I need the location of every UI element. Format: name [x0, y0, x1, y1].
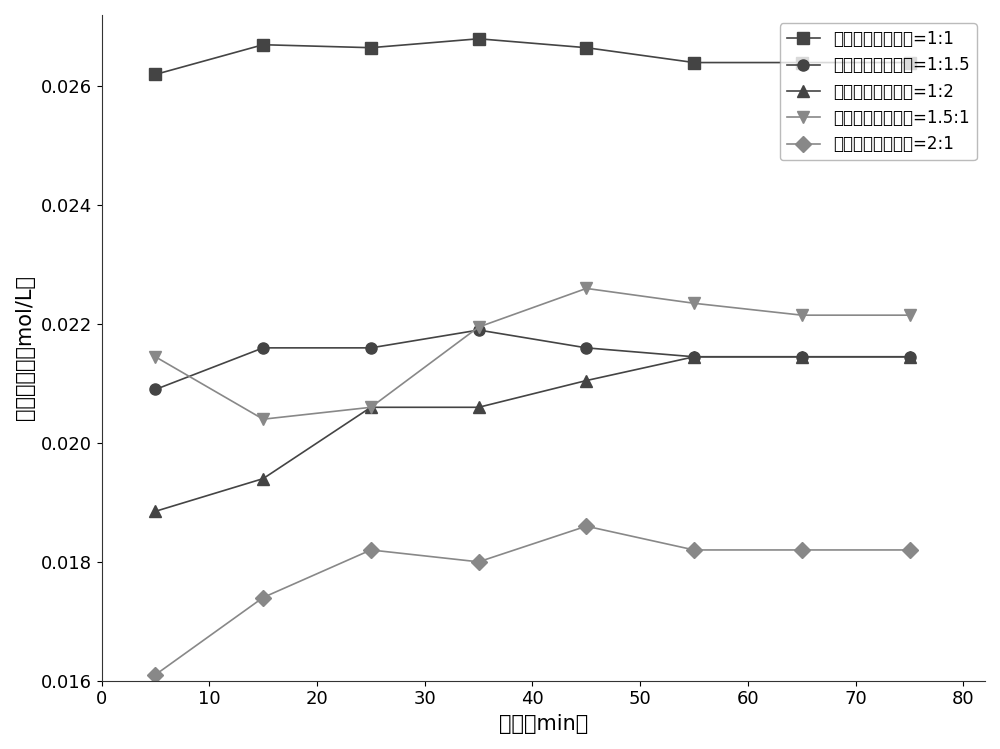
多功能剂：引发剂=1:1.5: [796, 352, 808, 361]
多功能剂：引发剂=2:1: [149, 670, 161, 679]
多功能剂：引发剂=1:1: [473, 34, 485, 43]
多功能剂：引发剂=1:1.5: [473, 326, 485, 335]
多功能剂：引发剂=1:1: [365, 43, 377, 52]
多功能剂：引发剂=1:2: [365, 403, 377, 412]
多功能剂：引发剂=1.5:1: [688, 299, 700, 308]
多功能剂：引发剂=2:1: [365, 545, 377, 554]
多功能剂：引发剂=2:1: [473, 557, 485, 566]
多功能剂：引发剂=1.5:1: [580, 284, 592, 293]
多功能剂：引发剂=1:1: [257, 40, 269, 49]
多功能剂：引发剂=2:1: [688, 545, 700, 554]
多功能剂：引发剂=1:2: [580, 376, 592, 385]
多功能剂：引发剂=1:1.5: [365, 343, 377, 352]
多功能剂：引发剂=1.5:1: [473, 323, 485, 332]
多功能剂：引发剂=1.5:1: [904, 311, 916, 320]
多功能剂：引发剂=1:1.5: [580, 343, 592, 352]
多功能剂：引发剂=2:1: [904, 545, 916, 554]
多功能剂：引发剂=2:1: [796, 545, 808, 554]
多功能剂：引发剂=1:1.5: [904, 352, 916, 361]
多功能剂：引发剂=1:2: [257, 474, 269, 483]
X-axis label: 时间（min）: 时间（min）: [499, 714, 588, 734]
多功能剂：引发剂=1:1.5: [257, 343, 269, 352]
多功能剂：引发剂=1:2: [688, 352, 700, 361]
多功能剂：引发剂=1.5:1: [149, 352, 161, 361]
多功能剂：引发剂=1.5:1: [796, 311, 808, 320]
Legend: 多功能剂：引发剂=1:1, 多功能剂：引发剂=1:1.5, 多功能剂：引发剂=1:2, 多功能剂：引发剂=1.5:1, 多功能剂：引发剂=2:1: 多功能剂：引发剂=1:1, 多功能剂：引发剂=1:1.5, 多功能剂：引发剂=1…: [780, 23, 977, 160]
多功能剂：引发剂=1:2: [473, 403, 485, 412]
多功能剂：引发剂=1.5:1: [365, 403, 377, 412]
多功能剂：引发剂=1.5:1: [257, 415, 269, 424]
Line: 多功能剂：引发剂=1.5:1: 多功能剂：引发剂=1.5:1: [150, 283, 915, 425]
多功能剂：引发剂=1:2: [904, 352, 916, 361]
Y-axis label: 氢离子浓度（mol/L）: 氢离子浓度（mol/L）: [15, 276, 35, 420]
Line: 多功能剂：引发剂=2:1: 多功能剂：引发剂=2:1: [150, 521, 915, 680]
多功能剂：引发剂=1:2: [149, 507, 161, 516]
多功能剂：引发剂=2:1: [580, 522, 592, 531]
多功能剂：引发剂=1:1: [149, 70, 161, 79]
多功能剂：引发剂=2:1: [257, 593, 269, 602]
多功能剂：引发剂=1:2: [796, 352, 808, 361]
多功能剂：引发剂=1:1: [904, 58, 916, 67]
多功能剂：引发剂=1:1: [688, 58, 700, 67]
Line: 多功能剂：引发剂=1:2: 多功能剂：引发剂=1:2: [150, 351, 915, 517]
Line: 多功能剂：引发剂=1:1.5: 多功能剂：引发剂=1:1.5: [150, 324, 915, 395]
多功能剂：引发剂=1:1: [580, 43, 592, 52]
多功能剂：引发剂=1:1.5: [149, 385, 161, 394]
Line: 多功能剂：引发剂=1:1: 多功能剂：引发剂=1:1: [150, 33, 915, 80]
多功能剂：引发剂=1:1: [796, 58, 808, 67]
多功能剂：引发剂=1:1.5: [688, 352, 700, 361]
